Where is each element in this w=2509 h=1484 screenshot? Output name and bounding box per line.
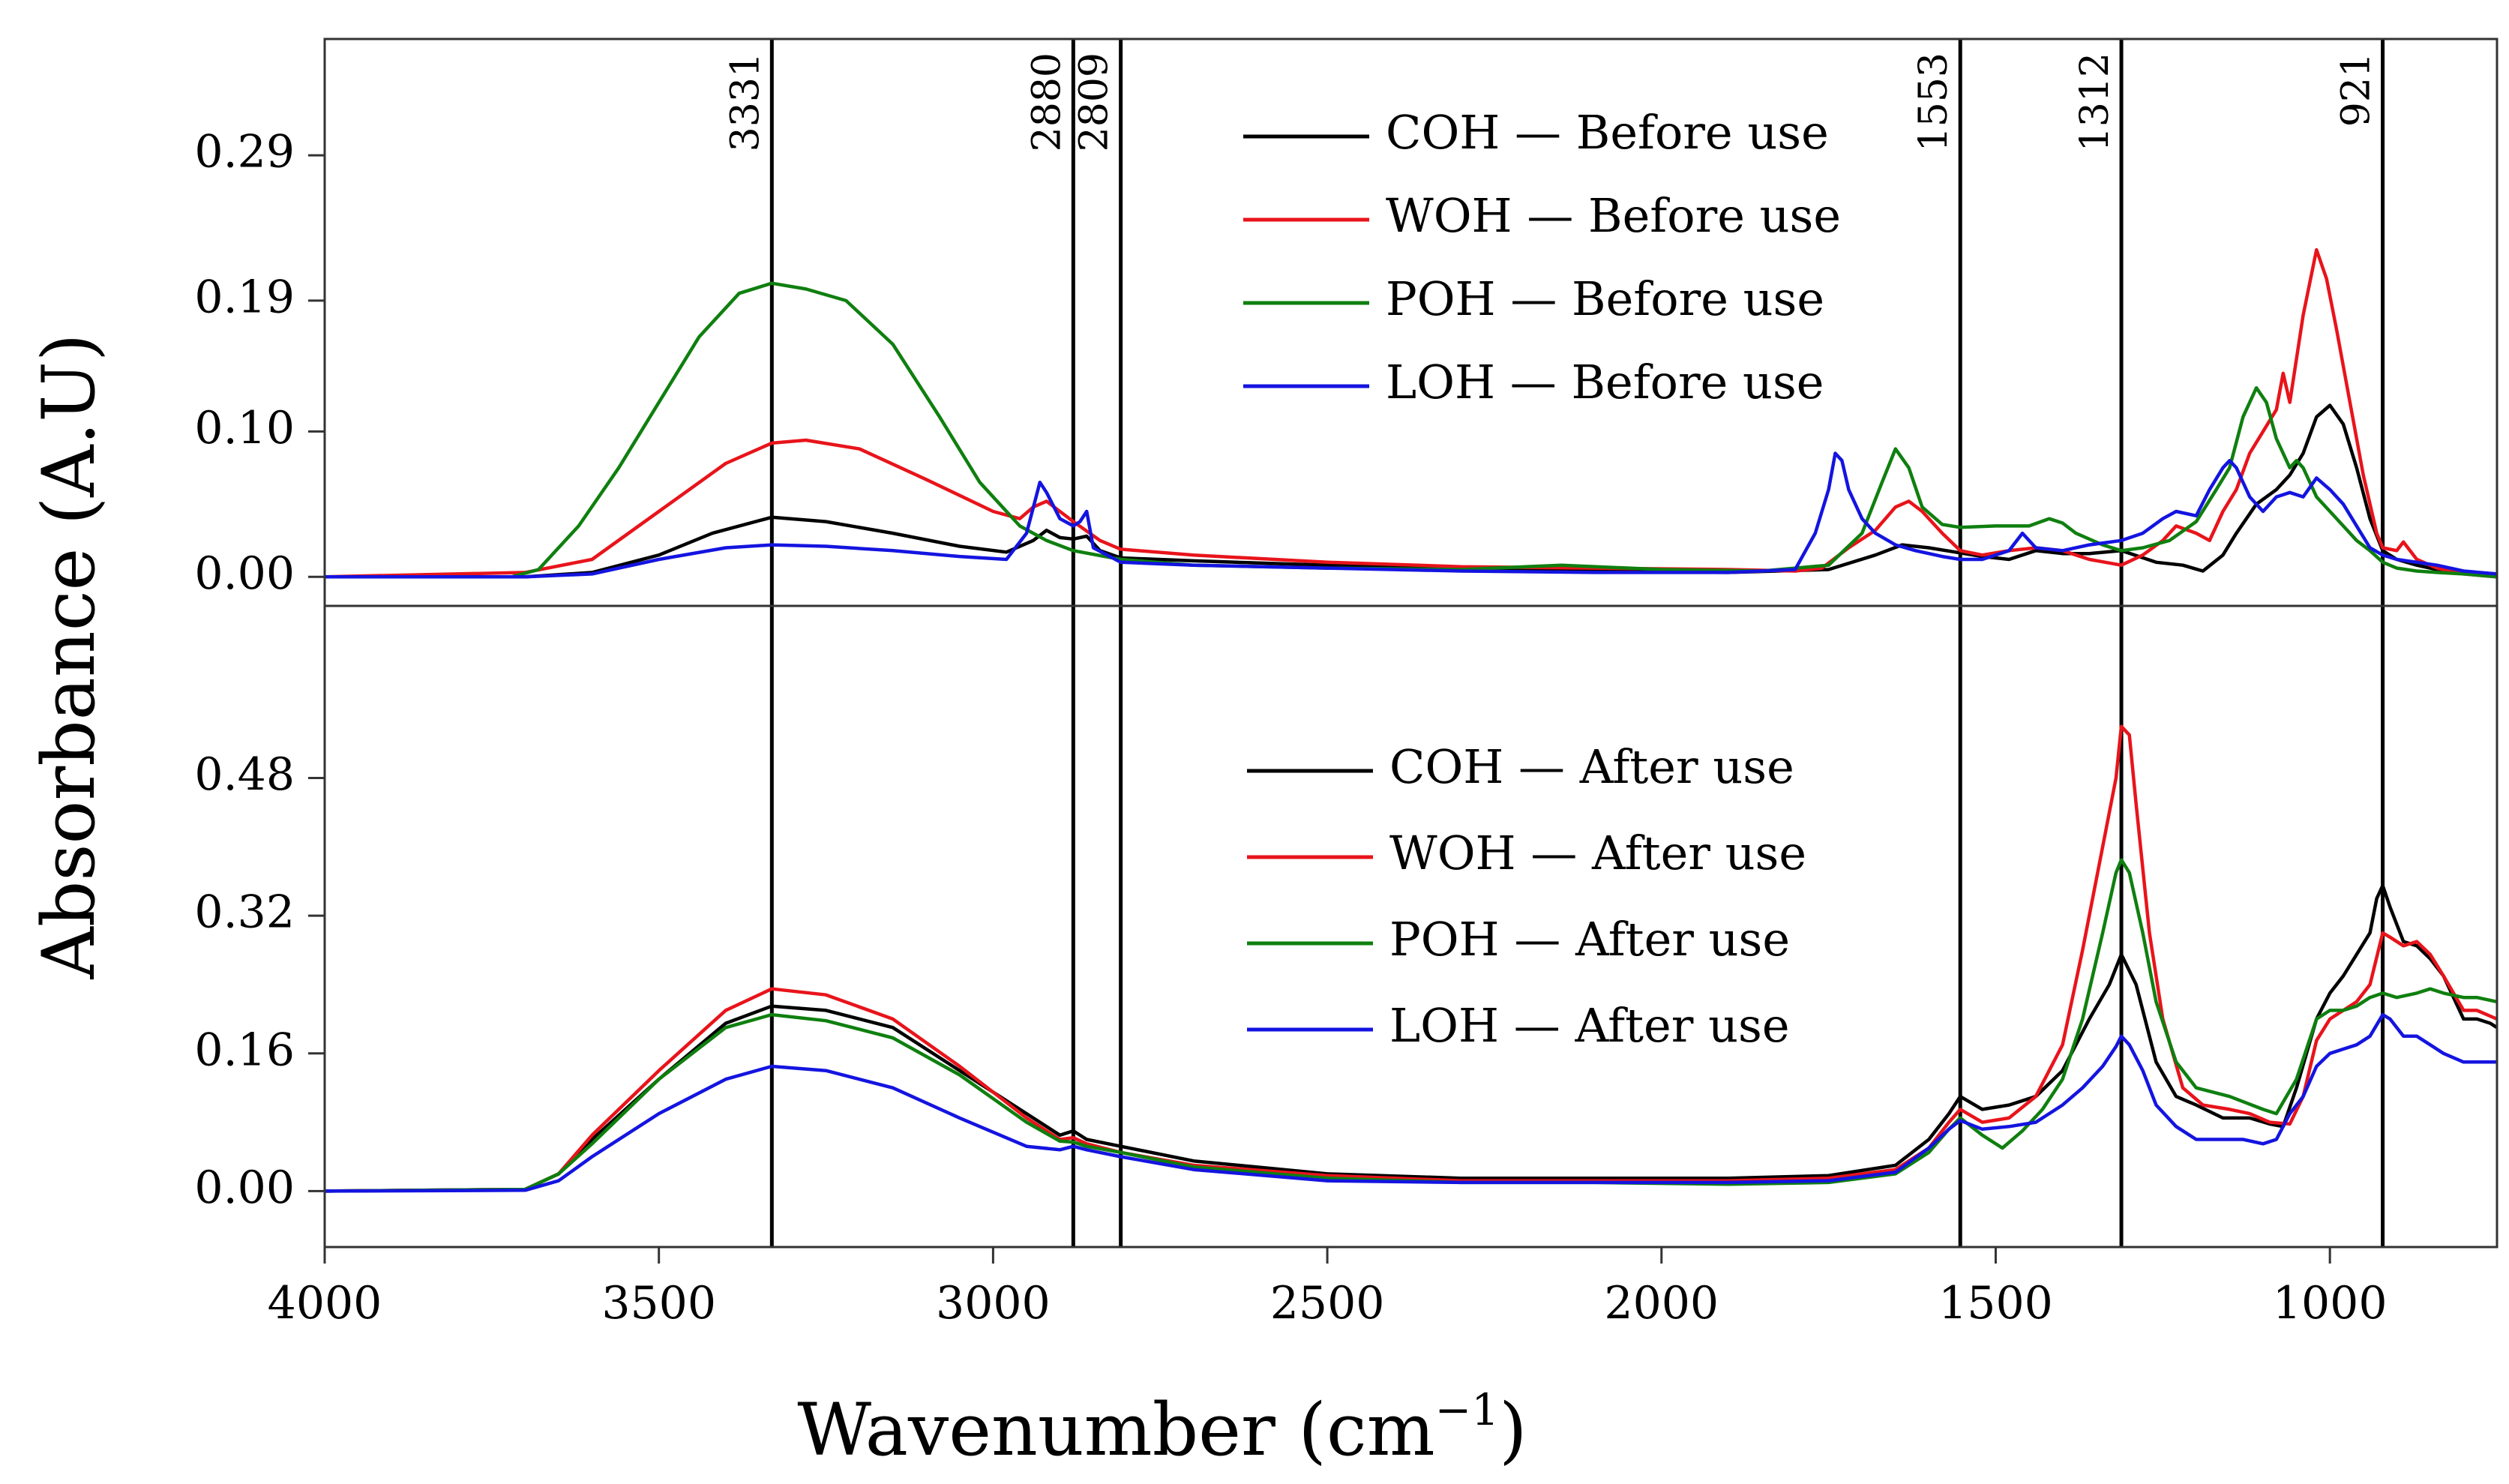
legend-label-after-woh: WOH — After use — [1389, 826, 1806, 880]
series-line-before-woh — [324, 247, 2498, 579]
peak-label-921: 921 — [2334, 52, 2379, 127]
reference-lines — [769, 39, 2385, 1247]
y-tick-label-after: 0.48 — [194, 748, 295, 801]
x-tick-label: 2000 — [1604, 1277, 1719, 1330]
y-tick-label-after: 0.00 — [194, 1162, 295, 1214]
y-tick-label-before: 0.19 — [194, 271, 295, 323]
series-line-after-poh — [324, 858, 2498, 1193]
legend-label-after-poh: POH — After use — [1389, 912, 1790, 967]
x-axis-title-close: ) — [1499, 1388, 1527, 1472]
y-tick-label-before: 0.00 — [194, 547, 295, 600]
series-line-before-loh — [325, 451, 2498, 579]
series-line-after-woh — [324, 724, 2498, 1193]
legend-label-after-loh: LOH — After use — [1389, 998, 1790, 1053]
series-line-after-loh — [324, 1012, 2497, 1193]
series-line-before-coh — [325, 403, 2498, 579]
x-tick-label: 3500 — [601, 1277, 716, 1330]
peak-label-2809: 2809 — [1072, 52, 1117, 151]
x-tick-label: 4000 — [268, 1277, 382, 1330]
series-line-before-poh — [325, 281, 2498, 579]
peak-label-1553: 1553 — [1911, 52, 1956, 151]
legend-label-before-loh: LOH — Before use — [1386, 355, 1824, 409]
y-axis-title: Absorbance (A.U) — [27, 334, 111, 980]
x-tick-label: 1500 — [1938, 1277, 2053, 1330]
peak-label-1312: 1312 — [2073, 52, 2118, 151]
peak-label-2880: 2880 — [1024, 52, 1069, 151]
axes — [308, 37, 2499, 1264]
x-axis-title: Wavenumber (cm−1) — [797, 1384, 1527, 1472]
series-group — [324, 247, 2499, 1193]
labels: 3331 2880 2809 1553 1312 921 0.00 0.10 0.19 0.29 0… — [194, 52, 2387, 1330]
panel-frame-after — [323, 604, 2499, 1249]
y-tick-label-after: 0.32 — [194, 886, 295, 939]
legend-label-after-coh: COH — After use — [1389, 739, 1794, 794]
x-tick-label: 1000 — [2273, 1277, 2388, 1330]
x-tick-label: 3000 — [936, 1277, 1051, 1330]
x-axis-title-main: Wavenumber (cm — [797, 1388, 1434, 1472]
y-tick-label-before: 0.10 — [194, 402, 295, 454]
legend-label-before-coh: COH — Before use — [1386, 105, 1829, 160]
legend-label-before-woh: WOH — Before use — [1386, 188, 1841, 243]
legend-label-before-poh: POH — Before use — [1386, 271, 1824, 326]
y-tick-label-after: 0.16 — [194, 1024, 295, 1076]
x-tick-label: 2500 — [1270, 1277, 1385, 1330]
y-tick-label-before: 0.29 — [194, 126, 295, 178]
legends: COH — Before use WOH — Before use POH — Be… — [1243, 105, 1841, 1053]
x-axis-title-sup: −1 — [1435, 1384, 1500, 1435]
peak-label-3331: 3331 — [723, 52, 768, 151]
